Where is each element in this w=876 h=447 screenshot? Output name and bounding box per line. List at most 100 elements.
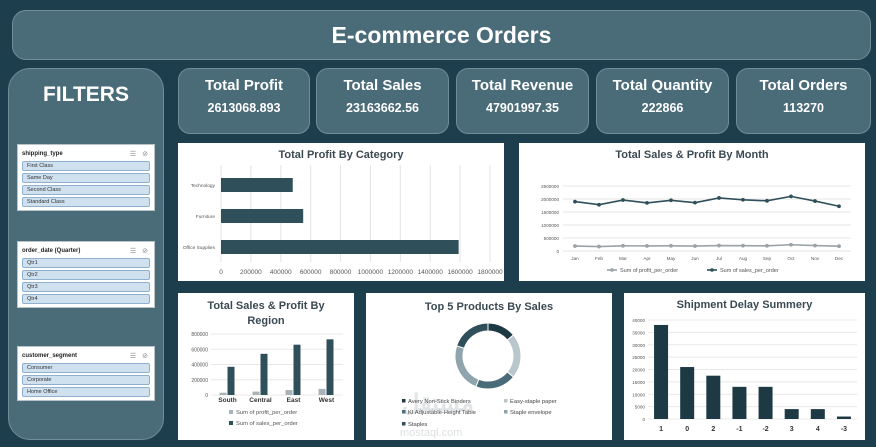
filters-panel: FILTERS shipping_type ☰ ⊘ First Class Same … <box>8 68 164 440</box>
legend-label: Staples <box>408 422 427 428</box>
data-point <box>597 202 601 207</box>
kpi-card-total-profit: Total Profit 2613068.893 <box>178 68 310 134</box>
slicer-item[interactable]: Consumer <box>22 363 150 373</box>
y-tick-label: 400000 <box>191 363 208 369</box>
y-tick-label: 40000 <box>632 318 645 323</box>
chart-title: Top 5 Products By Sales <box>424 301 554 313</box>
data-point <box>645 201 649 205</box>
slicer-item[interactable]: Same Day <box>22 173 150 183</box>
bar-delay <box>836 416 851 419</box>
x-tick-label: 600000 <box>300 269 322 276</box>
x-tick-label: Sep <box>763 256 772 261</box>
y-tick-label: 500000 <box>544 236 560 241</box>
slicer-item[interactable]: Second Class <box>22 185 150 195</box>
data-point <box>573 199 577 204</box>
x-tick-label: Jun <box>691 256 699 261</box>
category-label: Office Supplies <box>183 245 216 251</box>
x-tick-label: 800000 <box>330 269 352 276</box>
x-tick-label: East <box>287 397 302 404</box>
legend-label: Sum of sales_per_order <box>720 268 779 274</box>
slicer-item[interactable]: Corporate <box>22 375 150 385</box>
filters-title: FILTERS <box>43 83 129 106</box>
slicer-header: customer_segment ☰ ⊘ <box>22 350 150 361</box>
slicer-customer-segment: customer_segment ☰ ⊘ Consumer Corporate Home… <box>17 346 155 401</box>
bar-technology <box>221 178 293 192</box>
bar-delay <box>654 324 669 419</box>
watermark-text: mostaql.com <box>400 427 462 439</box>
kpi-card-total-sales: Total Sales 23163662.56 <box>316 68 449 134</box>
data-point <box>837 244 841 249</box>
y-tick-label: 2000000 <box>541 197 559 202</box>
slicer-item[interactable]: First Class <box>22 161 150 171</box>
bar-central <box>252 391 260 395</box>
slicer-item[interactable]: Qtr3 <box>22 282 150 292</box>
data-point <box>717 196 721 200</box>
profit-by-category-card: Total Profit By Category 0 200000 400000 60… <box>178 143 504 281</box>
kpi-card-total-revenue: Total Revenue 47901997.35 <box>456 68 589 134</box>
slicer-item[interactable]: Home Office <box>22 387 150 397</box>
chart-title: Total Profit By Category <box>278 149 404 161</box>
data-point <box>573 244 577 248</box>
y-tick-label: 30000 <box>632 343 645 348</box>
y-tick-label: 15000 <box>632 380 645 385</box>
bar-south <box>219 392 227 395</box>
series-line <box>574 195 840 208</box>
legend-label: KI Adjustable-Height Table <box>408 410 476 416</box>
x-tick-label: Apr <box>643 256 651 261</box>
data-point <box>693 200 697 205</box>
y-tick-label: 25000 <box>632 355 645 360</box>
x-tick-label: 2 <box>711 426 715 433</box>
data-point <box>597 244 601 249</box>
sales-profit-by-month-card: Total Sales & Profit By Month 0 500000 100… <box>519 143 865 281</box>
data-point <box>789 242 793 247</box>
x-tick-label: 0 <box>219 269 223 276</box>
slicer-item[interactable]: Qtr4 <box>22 294 150 304</box>
bar-delay <box>784 409 799 419</box>
x-tick-label: Mar <box>619 256 627 261</box>
data-point <box>717 243 721 248</box>
multi-select-icon[interactable]: ☰ ⊘ <box>129 352 150 360</box>
x-tick-label: 200000 <box>240 269 262 276</box>
y-tick-label: 10000 <box>632 392 645 397</box>
bar-east <box>285 390 293 395</box>
data-point <box>837 204 841 209</box>
kpi-value: 2613068.893 <box>207 101 281 115</box>
x-tick-label: May <box>667 256 676 261</box>
kpi-card-total-quantity: Total Quantity 222866 <box>596 68 729 134</box>
category-label: Furniture <box>196 214 216 220</box>
legend-label: Sum of profit_per_order <box>620 268 678 274</box>
x-tick-label: Central <box>249 397 272 404</box>
donut-slice <box>455 322 489 349</box>
data-point <box>693 244 697 248</box>
slicer-header: shipping_type ☰ ⊘ <box>22 148 150 159</box>
x-tick-label: 1400000 <box>418 269 444 276</box>
data-point <box>621 243 625 248</box>
x-tick-label: 1000000 <box>358 269 384 276</box>
x-tick-label: -2 <box>762 426 768 433</box>
slicer-item[interactable]: Qtr1 <box>22 258 150 268</box>
bar-west <box>326 339 334 395</box>
kpi-label: Total Orders <box>759 77 848 94</box>
multi-select-icon[interactable]: ☰ ⊘ <box>129 247 150 255</box>
multi-select-icon[interactable]: ☰ ⊘ <box>129 150 150 158</box>
kpi-label: Total Sales <box>343 77 422 94</box>
kpi-label: Total Profit <box>204 77 284 94</box>
x-tick-label: 400000 <box>270 269 292 276</box>
slicer-item[interactable]: Standard Class <box>22 197 150 207</box>
kpi-value: 222866 <box>641 101 684 115</box>
data-point <box>645 244 649 248</box>
chart-title: Total Sales & Profit By Month <box>615 149 769 161</box>
x-tick-label: 1600000 <box>447 269 473 276</box>
legend-swatch <box>229 421 233 425</box>
data-point <box>669 243 673 248</box>
legend-swatch <box>402 422 406 426</box>
series-line <box>574 243 840 248</box>
x-tick-label: South <box>218 397 236 404</box>
slicer-item[interactable]: Qtr2 <box>22 270 150 280</box>
legend-marker <box>610 268 614 272</box>
chart-title: Shipment Delay Summery <box>676 299 813 311</box>
kpi-label: Total Quantity <box>612 77 713 94</box>
kpi-value: 47901997.35 <box>486 101 559 115</box>
data-point <box>813 199 817 203</box>
sales-profit-by-region-chart: 0 200000 400000 600000 800000 South Central Eas… <box>191 332 343 427</box>
